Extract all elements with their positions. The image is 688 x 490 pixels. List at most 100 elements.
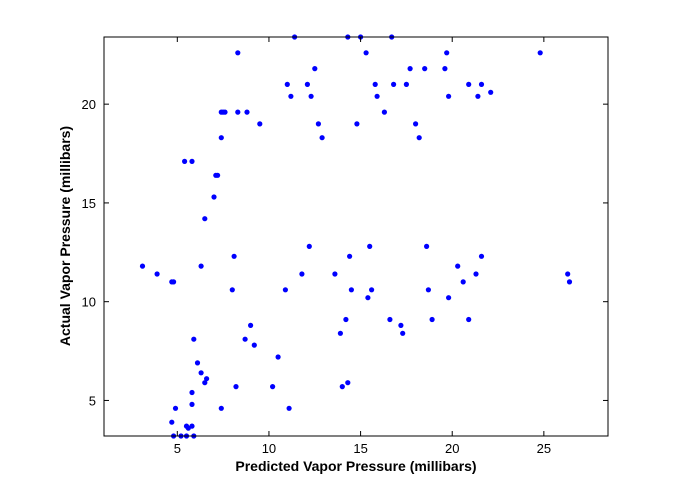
axis-ticks: 5 10 15 20 25 5 10 15 20 [82,37,608,456]
data-point [270,384,276,390]
data-point [248,322,254,328]
data-point [194,360,201,366]
x-axis-label: Predicted Vapor Pressure (millibars) [235,458,476,474]
data-point [446,93,452,99]
data-point [387,316,393,323]
data-point [400,330,406,336]
data-point [332,271,338,277]
y-tick-label: 5 [89,393,96,408]
data-point [348,287,354,293]
data-point [339,384,345,390]
data-point [475,93,481,99]
data-point [202,216,208,222]
data-point [466,81,472,87]
data-point [488,89,494,95]
data-point [191,336,197,342]
plot-frame [103,36,609,437]
data-point [171,279,177,285]
data-point [286,405,292,411]
data-point [365,295,371,301]
data-point [455,263,461,269]
data-point [222,109,228,115]
data-point [369,287,375,293]
x-tick-label: 5 [174,441,181,456]
y-tick-label: 15 [82,196,96,211]
x-tick-label: 10 [262,441,276,456]
data-point [442,66,448,72]
data-point [413,121,419,127]
data-point [424,243,430,249]
data-point [211,194,217,200]
data-point [189,401,195,407]
data-point [537,50,543,56]
plot-area [104,37,608,436]
data-point [416,135,422,141]
data-point [403,81,409,87]
data-point [275,354,281,360]
data-point [444,50,450,56]
data-point [363,50,369,56]
data-point [566,279,573,285]
data-point [204,376,210,382]
data-point [422,66,428,72]
data-points [139,34,573,439]
y-tick-label: 20 [82,97,96,112]
data-point [139,263,146,269]
data-point [372,81,378,87]
data-point [407,66,413,72]
data-point [282,287,288,293]
data-point [345,380,351,386]
data-point [229,287,235,293]
data-point [231,253,237,259]
data-point [565,271,571,277]
data-point [169,419,175,425]
data-point [308,93,314,99]
y-tick-label: 10 [82,295,96,310]
data-point [251,342,257,348]
data-point [446,295,452,301]
data-point [242,336,248,342]
data-point [478,81,485,87]
data-point [189,389,195,396]
data-point [337,330,343,336]
data-point [218,405,224,411]
data-point [319,135,325,141]
data-point [198,370,204,376]
data-point [154,271,160,277]
data-point [347,253,353,259]
data-point [312,66,318,72]
data-point [429,316,435,323]
data-point [374,93,380,99]
x-tick-label: 15 [353,441,367,456]
data-point [299,271,305,277]
data-point [244,109,250,115]
data-point [304,81,310,87]
data-point [343,316,349,323]
data-point [235,109,241,115]
data-point [478,253,485,259]
data-point [198,263,204,269]
data-point [425,287,431,293]
data-point [189,158,195,164]
data-point [215,172,221,178]
data-point [398,322,404,328]
data-point [367,243,373,249]
data-point [315,121,321,127]
x-tick-label: 20 [445,441,459,456]
data-point [233,384,239,390]
data-point [218,135,224,141]
data-point [202,380,208,386]
x-tick-label: 25 [537,441,551,456]
data-point [354,121,360,127]
data-point [189,423,195,429]
data-point [288,93,294,99]
data-point [381,109,387,115]
data-point [473,271,479,277]
data-point [235,50,241,56]
data-point [460,279,466,285]
data-point [257,121,263,127]
data-point [182,158,188,164]
data-point [172,405,179,411]
data-point [284,81,290,87]
